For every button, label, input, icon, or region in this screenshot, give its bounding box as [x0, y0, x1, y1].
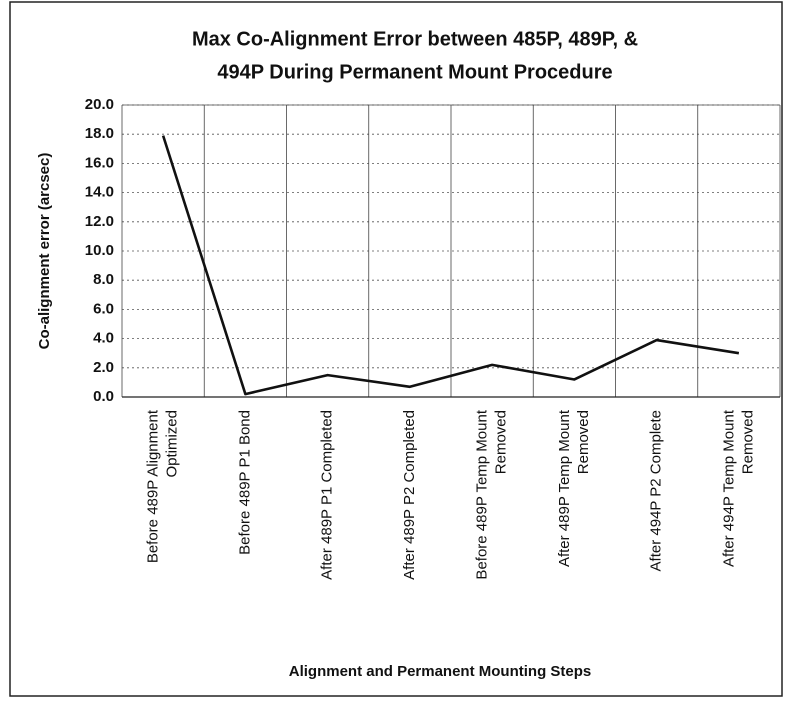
y-tick-label: 10.0: [85, 242, 114, 259]
x-axis-title: Alignment and Permanent Mounting Steps: [289, 663, 592, 680]
y-tick-label: 8.0: [93, 271, 114, 288]
x-tick-label: Before 489P Alignment Optimized: [145, 409, 181, 563]
y-tick-label: 20.0: [85, 96, 114, 113]
y-tick-label: 4.0: [93, 330, 114, 347]
y-tick-label: 0.0: [93, 388, 114, 405]
y-tick-label: 16.0: [85, 154, 114, 171]
x-tick-label: Before 489P Temp Mount Removed: [474, 409, 510, 579]
x-tick-label: After 489P P1 Completed: [319, 410, 336, 580]
y-tick-label: 12.0: [85, 213, 114, 230]
x-tick-label: After 494P Temp Mount Removed: [720, 409, 756, 567]
y-tick-label: 2.0: [93, 359, 114, 376]
y-tick-label: 18.0: [85, 125, 114, 142]
chart-frame: [9, 1, 783, 697]
y-axis-title: Co-alignment error (arcsec): [36, 153, 53, 350]
x-tick-label: After 489P Temp Mount Removed: [556, 409, 592, 567]
chart-title: Max Co-Alignment Error between 485P, 489…: [192, 28, 638, 50]
y-tick-label: 6.0: [93, 300, 114, 317]
data-line: [161, 135, 740, 396]
x-tick-label: Before 489P P1 Bond: [236, 410, 253, 555]
chart-title: 494P During Permanent Mount Procedure: [217, 61, 612, 83]
y-tick-label: 14.0: [85, 184, 114, 201]
x-tick-label: After 494P P2 Complete: [648, 410, 665, 571]
x-tick-label: After 489P P2 Completed: [401, 410, 418, 580]
